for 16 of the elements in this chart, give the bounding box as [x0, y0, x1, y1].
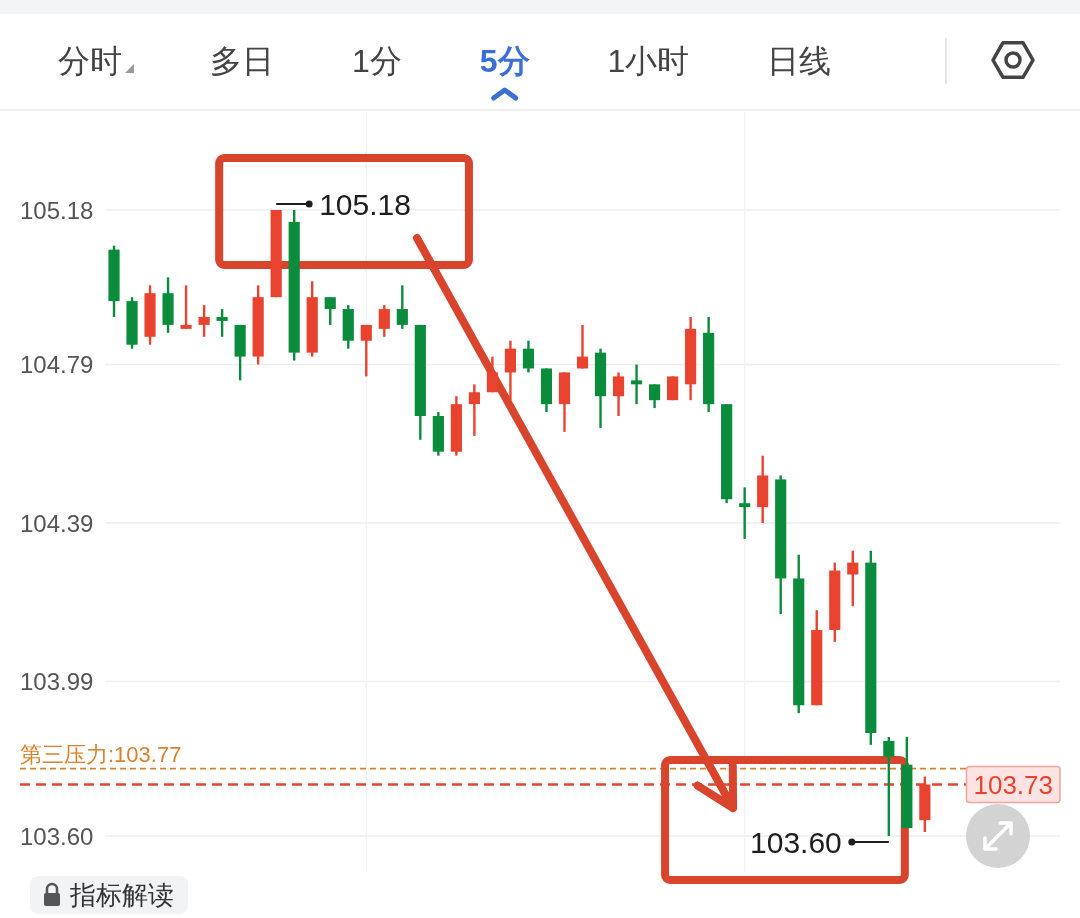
text: 指标解读 — [69, 880, 174, 910]
text: 1小时 — [607, 43, 690, 79]
annotation: 103.60 — [750, 825, 842, 859]
ref-line-label: 103.73 — [973, 770, 1053, 801]
y-tick-label: 104.79 — [20, 351, 94, 379]
y-tick-label: 103.99 — [20, 667, 94, 695]
text: 日线 — [767, 43, 832, 79]
text: 5分 — [479, 43, 530, 79]
y-tick-label: 104.39 — [20, 509, 94, 537]
y-tick-label: 105.18 — [20, 196, 94, 224]
text: 多日 — [210, 43, 274, 79]
annotation: 105.18 — [319, 187, 411, 221]
ref-line-label: 第三压力:103.77 — [20, 741, 182, 767]
text: 1分 — [352, 43, 402, 79]
text: 分时 — [58, 43, 122, 79]
y-tick-label: 103.60 — [20, 822, 94, 850]
